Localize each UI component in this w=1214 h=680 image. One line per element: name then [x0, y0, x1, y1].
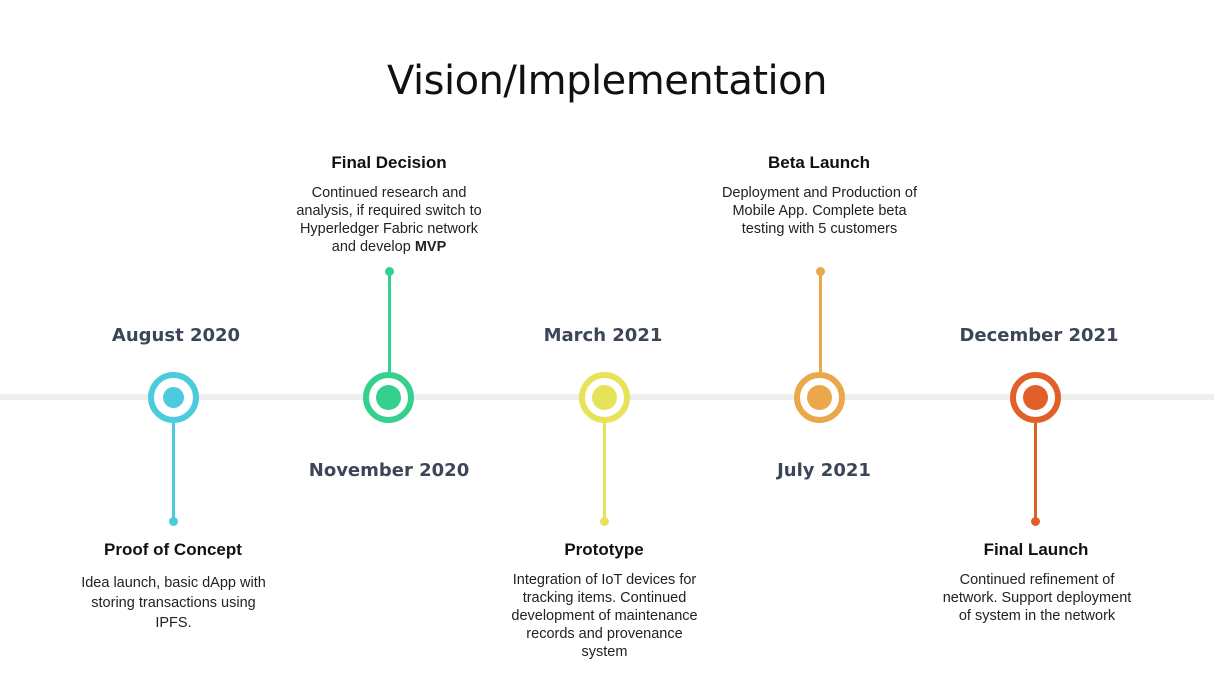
milestone-marker-dot — [1023, 385, 1048, 410]
milestone-description-emphasis: MVP — [414, 239, 447, 255]
milestone-description: Integration of IoT devices for tracking … — [511, 572, 698, 660]
milestone-connector — [819, 272, 822, 372]
milestone-connector — [1034, 423, 1037, 520]
milestone-connector — [603, 423, 606, 520]
milestone-date: December 2021 — [959, 325, 1119, 346]
milestone-date: November 2020 — [308, 460, 470, 481]
milestone-pin — [1031, 517, 1040, 526]
milestone-description: Deployment and Production of Mobile App.… — [721, 185, 918, 237]
milestone-date: July 2021 — [777, 460, 871, 481]
milestone-pin — [816, 267, 825, 276]
milestone-pin — [169, 517, 178, 526]
milestone-connector — [388, 272, 391, 372]
milestone-date: March 2021 — [543, 325, 663, 346]
milestone-marker-dot — [592, 385, 617, 410]
page-title: Vision/Implementation — [387, 58, 827, 104]
milestone-heading: Final Decision — [331, 153, 447, 172]
milestone-heading: Final Launch — [983, 540, 1089, 559]
milestone-description: Continued research and analysis, if requ… — [289, 184, 489, 256]
milestone-date: August 2020 — [111, 325, 241, 346]
milestone-pin — [385, 267, 394, 276]
milestone-description: Idea launch, basic dApp with storing tra… — [81, 575, 266, 631]
milestone-description-text: Continued research and analysis, if requ… — [296, 185, 482, 255]
milestone-pin — [600, 517, 609, 526]
milestone-heading: Beta Launch — [767, 153, 871, 172]
milestone-heading: Prototype — [564, 540, 644, 559]
milestone-marker-dot — [163, 387, 184, 408]
milestone-connector — [172, 423, 175, 520]
milestone-marker-dot — [807, 385, 832, 410]
milestone-description: Continued refinement of network. Support… — [942, 572, 1132, 624]
milestone-marker[interactable] — [579, 372, 630, 423]
milestone-marker-dot — [376, 385, 401, 410]
milestone-heading: Proof of Concept — [104, 540, 242, 559]
